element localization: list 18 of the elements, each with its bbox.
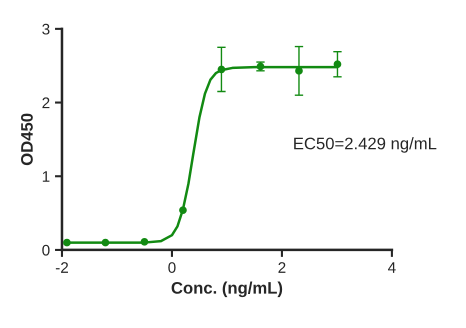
- point: [334, 60, 342, 68]
- point: [63, 238, 71, 246]
- annotation: EC50=2.429 ng/mL: [294, 137, 436, 153]
- point: [179, 206, 187, 214]
- x-tick-label: 2: [278, 262, 286, 273]
- point: [218, 66, 226, 74]
- x-tick-label: 4: [388, 262, 396, 273]
- x-tick-label: 0: [168, 262, 176, 273]
- y-tick-label: 3: [42, 24, 50, 35]
- y-tick-label: 0: [42, 244, 50, 256]
- x-axis-title: Conc. (ng/mL): [172, 282, 282, 298]
- point: [102, 238, 110, 246]
- point: [140, 238, 148, 246]
- y-axis-title: OD450: [21, 114, 33, 166]
- point: [295, 67, 303, 75]
- x-tick-label: -2: [56, 262, 68, 273]
- y-tick-label: 1: [42, 171, 50, 182]
- y-tick-label: 2: [42, 97, 50, 108]
